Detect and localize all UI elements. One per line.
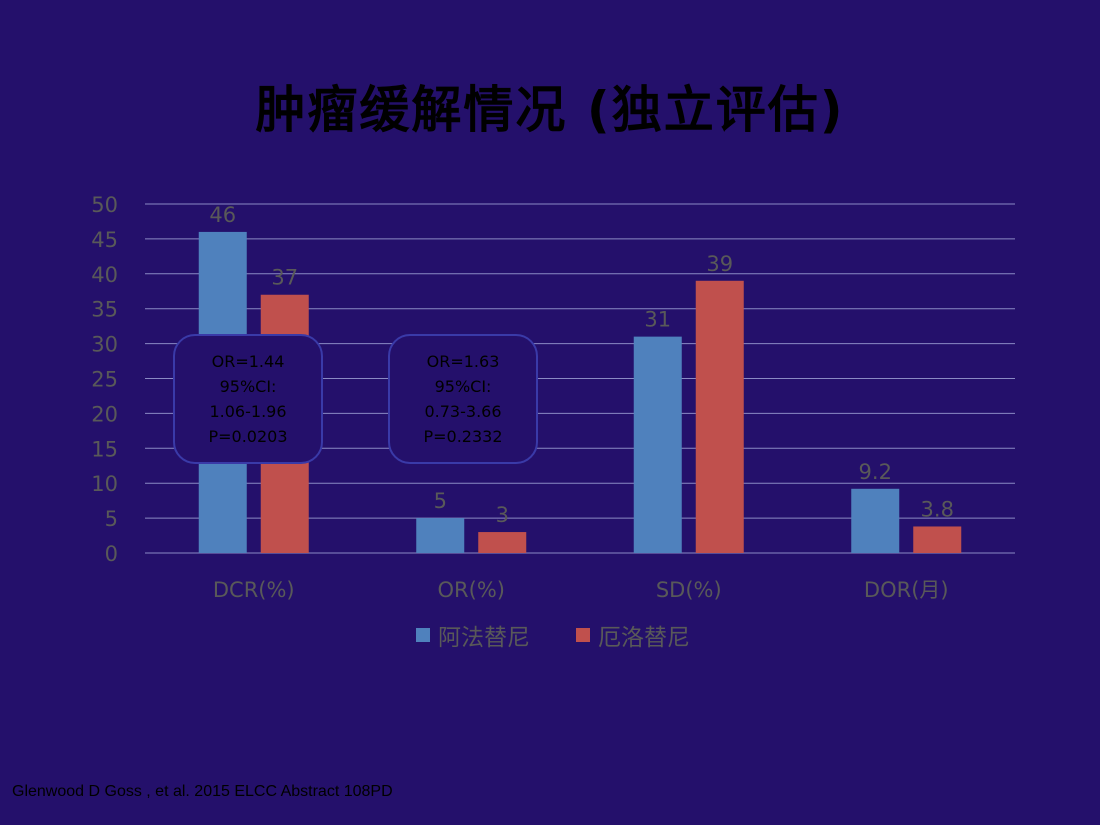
x-tick-label: DCR(%)	[213, 578, 295, 602]
annotation-line: 95%CI:	[434, 377, 492, 396]
annotation-box-or: OR=1.63 95%CI: 0.73-3.66 P=0.2332	[388, 334, 538, 464]
bar	[416, 518, 465, 553]
bar	[478, 532, 527, 553]
data-label: 3	[496, 503, 509, 527]
data-label: 46	[209, 203, 236, 227]
bar-chart: 0 5 10 15 20 25 30 35 40 45 50 46 37 DCR(%) 5 3 OR(%) 31 3…	[91, 193, 1015, 651]
x-tick-label: SD(%)	[656, 578, 722, 602]
bar	[851, 488, 900, 553]
y-tick-label: 30	[91, 333, 118, 357]
annotation-line: P=0.0203	[208, 427, 288, 446]
annotation-line: P=0.2332	[423, 427, 503, 446]
annotation-line: OR=1.63	[426, 352, 500, 371]
data-label: 39	[706, 252, 733, 276]
y-tick-label: 10	[91, 472, 118, 496]
y-tick-label: 45	[91, 228, 118, 252]
y-tick-label: 50	[91, 193, 118, 217]
x-tick-label: DOR(月)	[864, 578, 949, 602]
y-tick-label: 40	[91, 263, 118, 287]
data-label: 37	[271, 266, 298, 290]
bar	[913, 526, 962, 553]
y-tick-label: 35	[91, 298, 118, 322]
data-label: 9.2	[859, 460, 892, 484]
bar	[633, 336, 682, 553]
annotation-line: 1.06-1.96	[209, 402, 287, 421]
legend-label: 厄洛替尼	[598, 625, 690, 651]
data-label: 5	[434, 489, 447, 513]
bar	[695, 280, 744, 553]
y-tick-label: 20	[91, 402, 118, 426]
annotation-line: 95%CI:	[219, 377, 277, 396]
legend-label: 阿法替尼	[438, 625, 530, 651]
data-label: 3.8	[921, 497, 954, 521]
y-tick-label: 25	[91, 368, 118, 392]
annotation-line: 0.73-3.66	[424, 402, 502, 421]
legend-swatch	[416, 628, 430, 642]
y-tick-label: 15	[91, 437, 118, 461]
y-tick-label: 5	[105, 507, 118, 531]
data-label: 31	[644, 308, 671, 332]
y-tick-label: 0	[105, 542, 118, 566]
annotation-line: OR=1.44	[211, 352, 285, 371]
slide-title: 肿瘤缓解情况 (独立评估)	[255, 81, 845, 139]
legend-swatch	[576, 628, 590, 642]
x-tick-label: OR(%)	[438, 578, 505, 602]
annotation-box-dcr: OR=1.44 95%CI: 1.06-1.96 P=0.0203	[173, 334, 323, 464]
citation: Glenwood D Goss , et al. 2015 ELCC Abstr…	[12, 783, 393, 800]
